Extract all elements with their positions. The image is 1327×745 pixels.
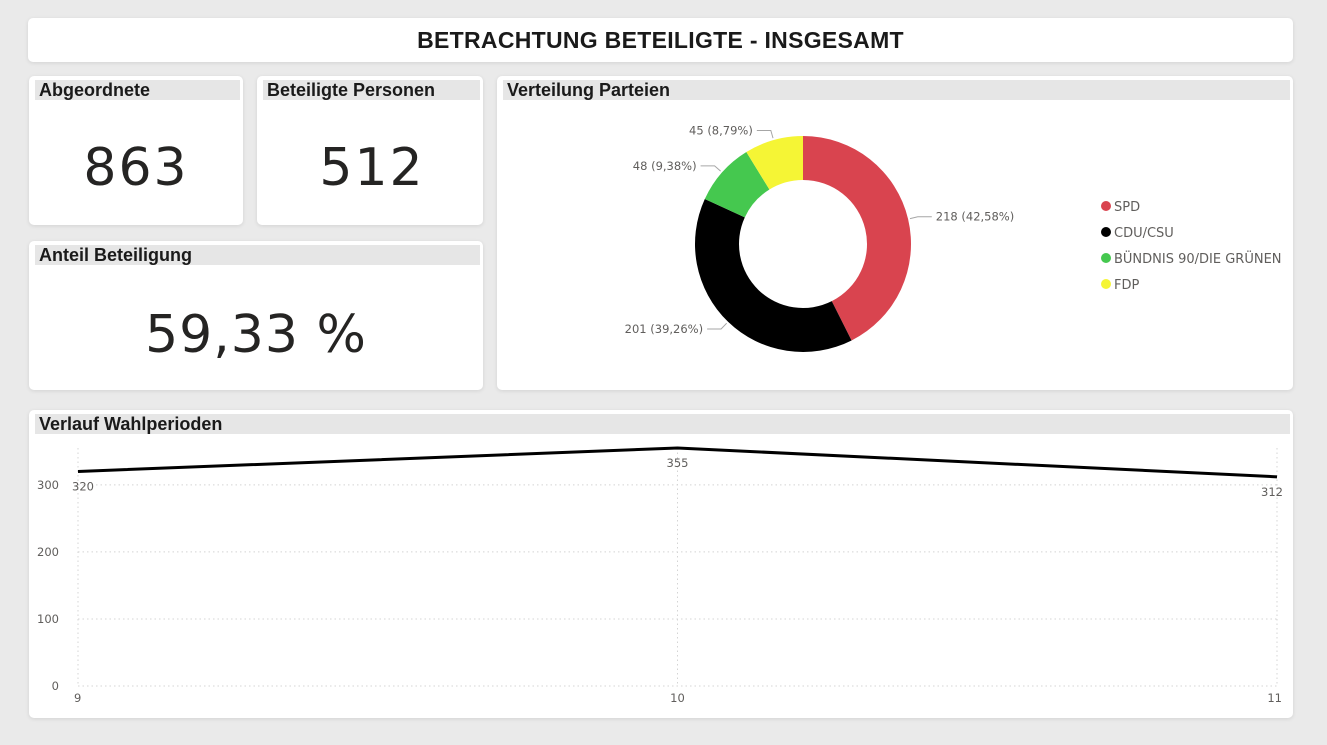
donut-leader-line-1 [909,216,932,220]
kpi-value-abgeordnete: 863 [83,138,189,198]
data-label-11: 312 [1261,485,1283,499]
legend-label-2[interactable]: CDU/CSU [1114,226,1174,241]
donut-slice-4[interactable] [746,136,803,190]
donut-data-label-4: 45 (8,79%) [689,123,753,137]
title-card: BETRACHTUNG BETEILIGTE - INSGESAMT [28,18,1293,62]
donut-data-label-2: 201 (39,26%) [625,322,703,336]
x-tick-label-11: 11 [1267,691,1282,705]
line-chart-card[interactable]: Verlauf Wahlperioden 0 100 200 300 9 10 11 320 3… [29,410,1293,718]
donut-slice-2[interactable] [695,199,852,352]
kpi-title-anteil-beteiligung: Anteil Beteiligung [35,245,480,265]
y-tick-label-100: 100 [37,612,59,626]
y-tick-label-200: 200 [37,545,59,559]
kpi-card-abgeordnete[interactable]: Abgeordnete 863 [29,76,243,225]
y-tick-label-300: 300 [37,478,59,492]
donut-data-label-1: 218 (42,58%) [936,210,1014,224]
kpi-card-beteiligte-personen[interactable]: Beteiligte Personen 512 [257,76,483,225]
legend-label-3[interactable]: BÜNDNIS 90/DIE GRÜNEN [1114,250,1282,267]
donut-slice-1[interactable] [803,136,911,341]
data-label-9: 320 [72,479,94,493]
x-tick-label-10: 10 [670,691,685,705]
donut-data-label-3: 48 (9,38%) [633,159,697,173]
donut-chart-title: Verteilung Parteien [503,80,1290,100]
legend-label-1[interactable]: SPD [1114,200,1140,215]
donut-chart[interactable]: 218 (42,58%) 201 (39,26%) 48 (9,38%) 45 (8,… [497,76,1293,390]
legend-marker-2 [1101,227,1111,237]
donut-leader-line-4 [756,129,774,139]
series-line[interactable] [77,446,1278,479]
kpi-value-beteiligte-personen: 512 [319,138,425,198]
kpi-card-anteil-beteiligung[interactable]: Anteil Beteiligung 59,33 % [29,241,483,390]
legend-marker-3 [1101,253,1111,263]
line-chart-title: Verlauf Wahlperioden [35,414,1290,434]
line-chart[interactable]: 0 100 200 300 9 10 11 320 355 312 [29,410,1293,718]
kpi-value-anteil-beteiligung: 59,33 % [145,305,367,365]
x-tick-label-9: 9 [74,691,81,705]
donut-leader-line-3 [700,165,721,172]
y-tick-label-0: 0 [52,679,59,693]
kpi-title-abgeordnete: Abgeordnete [35,80,240,100]
donut-chart-card[interactable]: Verteilung Parteien 218 (42,58%) 201 (39,… [497,76,1293,390]
donut-slice-3[interactable] [704,152,770,218]
legend-marker-1 [1101,201,1111,211]
kpi-title-beteiligte-personen: Beteiligte Personen [263,80,480,100]
donut-leader-line-2 [707,322,728,330]
data-label-10: 355 [667,456,689,470]
legend-marker-4 [1101,279,1111,289]
page-title: BETRACHTUNG BETEILIGTE - INSGESAMT [417,27,904,53]
legend-label-4[interactable]: FDP [1114,278,1139,293]
